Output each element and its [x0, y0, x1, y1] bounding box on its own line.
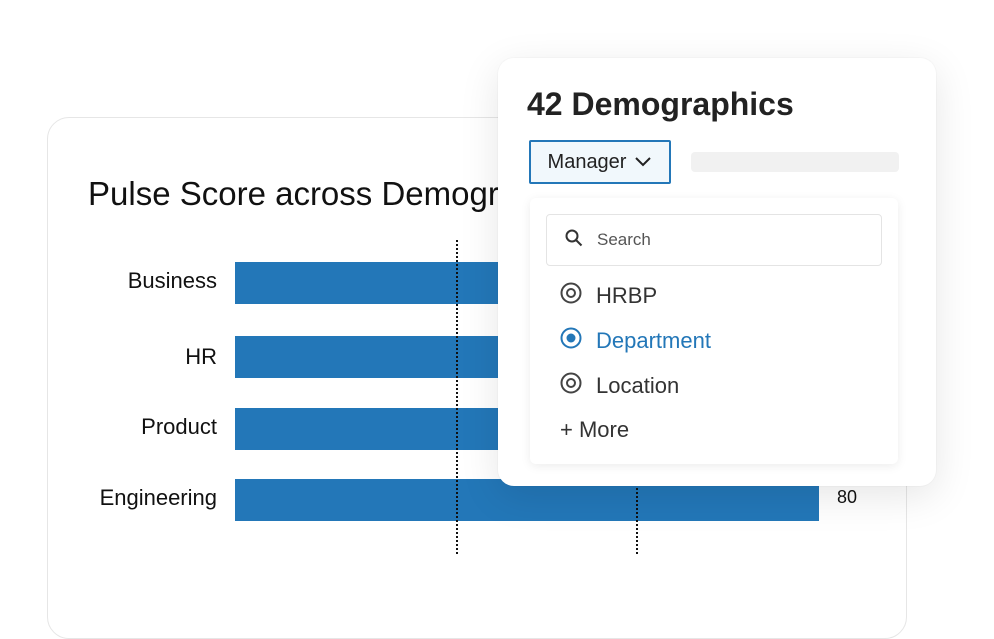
category-label-hr: HR [185, 344, 217, 369]
value-label-engineering: 80 [837, 487, 858, 507]
option-department[interactable]: Department [560, 327, 711, 355]
radio-unselected-icon [560, 372, 582, 400]
option-label: Department [596, 328, 711, 353]
search-input[interactable] [595, 229, 859, 251]
demographics-panel: 42 Demographics Manager HRBP Department [498, 58, 936, 486]
bar-hr [235, 336, 535, 378]
category-label-business: Business [127, 268, 217, 293]
radio-selected-icon [560, 327, 582, 355]
dropdown-menu: HRBP Department Location + More [530, 198, 898, 464]
dropdown-label: Manager [547, 150, 627, 173]
more-options-button[interactable]: + More [560, 417, 630, 442]
option-hrbp[interactable]: HRBP [560, 282, 657, 310]
bar-business [235, 262, 535, 304]
option-location[interactable]: Location [560, 372, 679, 400]
radio-unselected-icon [560, 282, 582, 310]
option-label: HRBP [596, 283, 658, 308]
bar-engineering [235, 479, 819, 521]
search-box[interactable] [546, 214, 882, 266]
category-label-engineering: Engineering [99, 485, 217, 510]
chevron-down-icon [634, 151, 652, 174]
option-label: Location [596, 373, 680, 398]
search-icon [565, 229, 583, 252]
panel-title: 42 Demographics [527, 86, 794, 122]
manager-dropdown[interactable]: Manager [529, 140, 671, 184]
bar-product [235, 408, 535, 450]
loading-placeholder [691, 152, 899, 172]
reference-line [456, 240, 458, 554]
category-label-product: Product [141, 414, 217, 439]
